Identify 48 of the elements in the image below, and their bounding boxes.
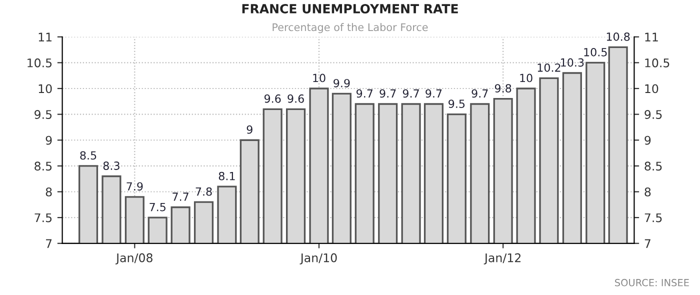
y-tick-label: 7.5 (34, 213, 52, 222)
data-label: 9.9 (334, 78, 350, 88)
data-label: 9.7 (402, 89, 419, 98)
y2-tick-label: 8 (644, 187, 651, 196)
y-tick-label: 10.5 (28, 58, 52, 68)
data-label: 9.6 (264, 94, 281, 103)
data-label: 9 (246, 125, 252, 134)
data-label: 9.5 (448, 100, 465, 108)
y-tick-label: 8.5 (34, 162, 52, 171)
data-label: 10 (520, 74, 532, 82)
data-label: 7.9 (126, 182, 143, 191)
y-tick-label: 9 (46, 136, 52, 145)
data-label: 9.7 (472, 89, 488, 98)
data-label: 7.8 (196, 187, 212, 196)
y2-tick-label: 9.5 (644, 110, 662, 119)
y2-tick-label: 7.5 (644, 213, 662, 222)
source-note: SOURCE: INSEE (615, 278, 689, 286)
data-label: 7.5 (150, 202, 166, 212)
data-label: 9.7 (380, 89, 396, 98)
chart-title: FRANCE UNEMPLOYMENT RATE (242, 4, 458, 14)
data-label: 10.5 (584, 48, 607, 56)
y2-tick-label: 10 (645, 84, 658, 94)
data-label: 10 (313, 74, 326, 82)
x-tick-label: Jan/08 (115, 253, 152, 264)
y2-tick-label: 8.5 (644, 162, 662, 171)
x-tick-label: Jan/10 (300, 253, 337, 264)
data-label: 9.8 (494, 84, 512, 93)
x-tick-label: Jan/12 (484, 253, 520, 264)
data-label: 10.2 (538, 63, 560, 72)
data-label: 9.7 (426, 89, 442, 98)
y2-tick-label: 7 (644, 239, 650, 248)
chart-subtitle: Percentage of the Labor Force (272, 23, 428, 34)
data-label: 8.3 (103, 162, 120, 170)
y-tick-label: 11 (38, 32, 52, 42)
y2-tick-label: 11 (645, 32, 658, 42)
data-label: 10.8 (606, 32, 630, 41)
data-label: 9.7 (356, 89, 373, 98)
data-label: 7.7 (172, 192, 188, 201)
y-tick-label: 10 (38, 84, 52, 94)
y-tick-label: 7 (46, 239, 52, 248)
y2-tick-label: 10.5 (645, 58, 670, 68)
data-label: 8.1 (218, 172, 235, 180)
data-label: 8.5 (80, 151, 96, 160)
data-label: 9.6 (288, 94, 304, 103)
y-tick-label: 9.5 (34, 110, 52, 119)
y2-tick-label: 9 (644, 136, 651, 145)
data-label: 10.3 (561, 58, 584, 67)
y-tick-label: 8 (46, 187, 52, 196)
